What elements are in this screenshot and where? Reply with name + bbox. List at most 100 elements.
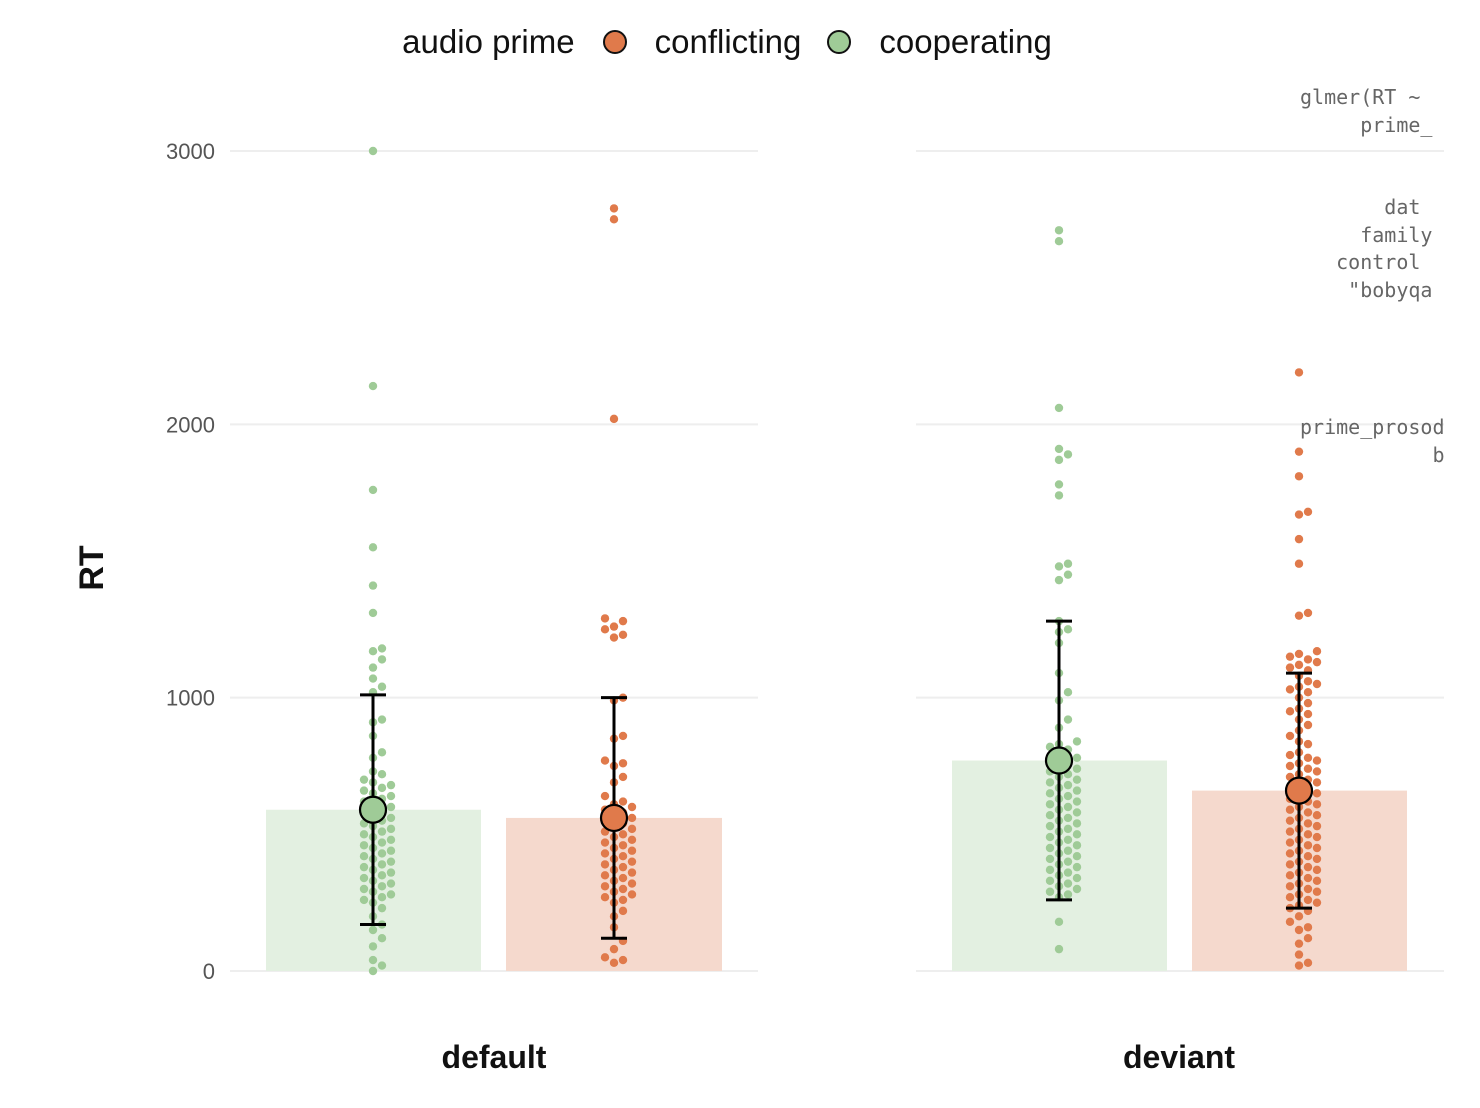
- data-point: [1064, 803, 1072, 811]
- code-line: "bobyqa: [1300, 277, 1480, 305]
- data-point: [601, 882, 609, 890]
- data-point: [1313, 844, 1321, 852]
- data-point: [1304, 508, 1312, 516]
- data-point: [1064, 814, 1072, 822]
- data-point: [1304, 852, 1312, 860]
- data-point: [1304, 841, 1312, 849]
- data-point: [1046, 844, 1054, 852]
- code-line: prime_: [1300, 112, 1480, 140]
- mean-point: [1286, 778, 1312, 804]
- data-point: [387, 836, 395, 844]
- data-point: [369, 674, 377, 682]
- data-point: [1304, 819, 1312, 827]
- data-point: [387, 803, 395, 811]
- mean-point: [1046, 748, 1072, 774]
- data-point: [628, 825, 636, 833]
- data-point: [1064, 847, 1072, 855]
- data-point: [360, 874, 368, 882]
- mean-point: [601, 805, 627, 831]
- mean-point: [360, 797, 386, 823]
- data-point: [378, 784, 386, 792]
- data-point: [1295, 611, 1303, 619]
- data-point: [1286, 918, 1294, 926]
- data-point: [1286, 732, 1294, 740]
- data-point: [1295, 650, 1303, 658]
- data-point: [619, 773, 627, 781]
- data-point: [610, 215, 618, 223]
- data-point: [360, 841, 368, 849]
- data-point: [387, 890, 395, 898]
- data-point: [601, 871, 609, 879]
- data-point: [1073, 852, 1081, 860]
- data-point: [1073, 754, 1081, 762]
- data-point: [360, 786, 368, 794]
- data-point: [1073, 786, 1081, 794]
- data-point: [1046, 877, 1054, 885]
- data-point: [1304, 740, 1312, 748]
- data-point: [1304, 959, 1312, 967]
- data-point: [619, 830, 627, 838]
- data-point: [1064, 688, 1072, 696]
- model-code-snippet: glmer(RT ~ prime_ dat family control "bo…: [1300, 84, 1480, 469]
- data-point: [378, 860, 386, 868]
- data-point: [360, 852, 368, 860]
- data-point: [1286, 871, 1294, 879]
- data-point: [601, 614, 609, 622]
- data-point: [1055, 562, 1063, 570]
- data-point: [378, 655, 386, 663]
- data-point: [619, 885, 627, 893]
- data-point: [378, 893, 386, 901]
- data-point: [1313, 658, 1321, 666]
- data-point: [360, 896, 368, 904]
- data-point: [601, 838, 609, 846]
- data-point: [378, 961, 386, 969]
- data-point: [1304, 699, 1312, 707]
- data-point: [1286, 849, 1294, 857]
- data-point: [387, 879, 395, 887]
- data-point: [1313, 756, 1321, 764]
- data-point: [1286, 652, 1294, 660]
- data-point: [378, 683, 386, 691]
- data-point: [1073, 775, 1081, 783]
- data-point: [619, 907, 627, 915]
- data-point: [1064, 825, 1072, 833]
- data-point: [1295, 961, 1303, 969]
- data-point: [369, 956, 377, 964]
- code-line: [1300, 139, 1480, 167]
- data-point: [1313, 888, 1321, 896]
- data-point: [1073, 765, 1081, 773]
- data-point: [619, 863, 627, 871]
- data-point: [1304, 896, 1312, 904]
- data-point: [387, 781, 395, 789]
- data-point: [628, 868, 636, 876]
- data-point: [1313, 833, 1321, 841]
- data-point: [1064, 857, 1072, 865]
- data-point: [610, 204, 618, 212]
- data-point: [1073, 808, 1081, 816]
- data-point: [1286, 751, 1294, 759]
- data-point: [610, 959, 618, 967]
- data-point: [619, 797, 627, 805]
- data-point: [1286, 838, 1294, 846]
- data-point: [601, 792, 609, 800]
- data-point: [1073, 737, 1081, 745]
- data-point: [1304, 655, 1312, 663]
- data-point: [1064, 868, 1072, 876]
- data-point: [1073, 885, 1081, 893]
- data-point: [1055, 945, 1063, 953]
- data-point: [628, 857, 636, 865]
- data-point: [369, 581, 377, 589]
- data-point: [628, 814, 636, 822]
- code-line: [1300, 167, 1480, 195]
- data-point: [1046, 811, 1054, 819]
- panel-label-default: default: [442, 1039, 547, 1075]
- data-point: [369, 147, 377, 155]
- data-point: [619, 874, 627, 882]
- data-point: [601, 756, 609, 764]
- data-point: [1304, 934, 1312, 942]
- data-point: [628, 836, 636, 844]
- code-line: family: [1300, 222, 1480, 250]
- data-point: [1286, 860, 1294, 868]
- data-point: [1055, 480, 1063, 488]
- data-point: [378, 849, 386, 857]
